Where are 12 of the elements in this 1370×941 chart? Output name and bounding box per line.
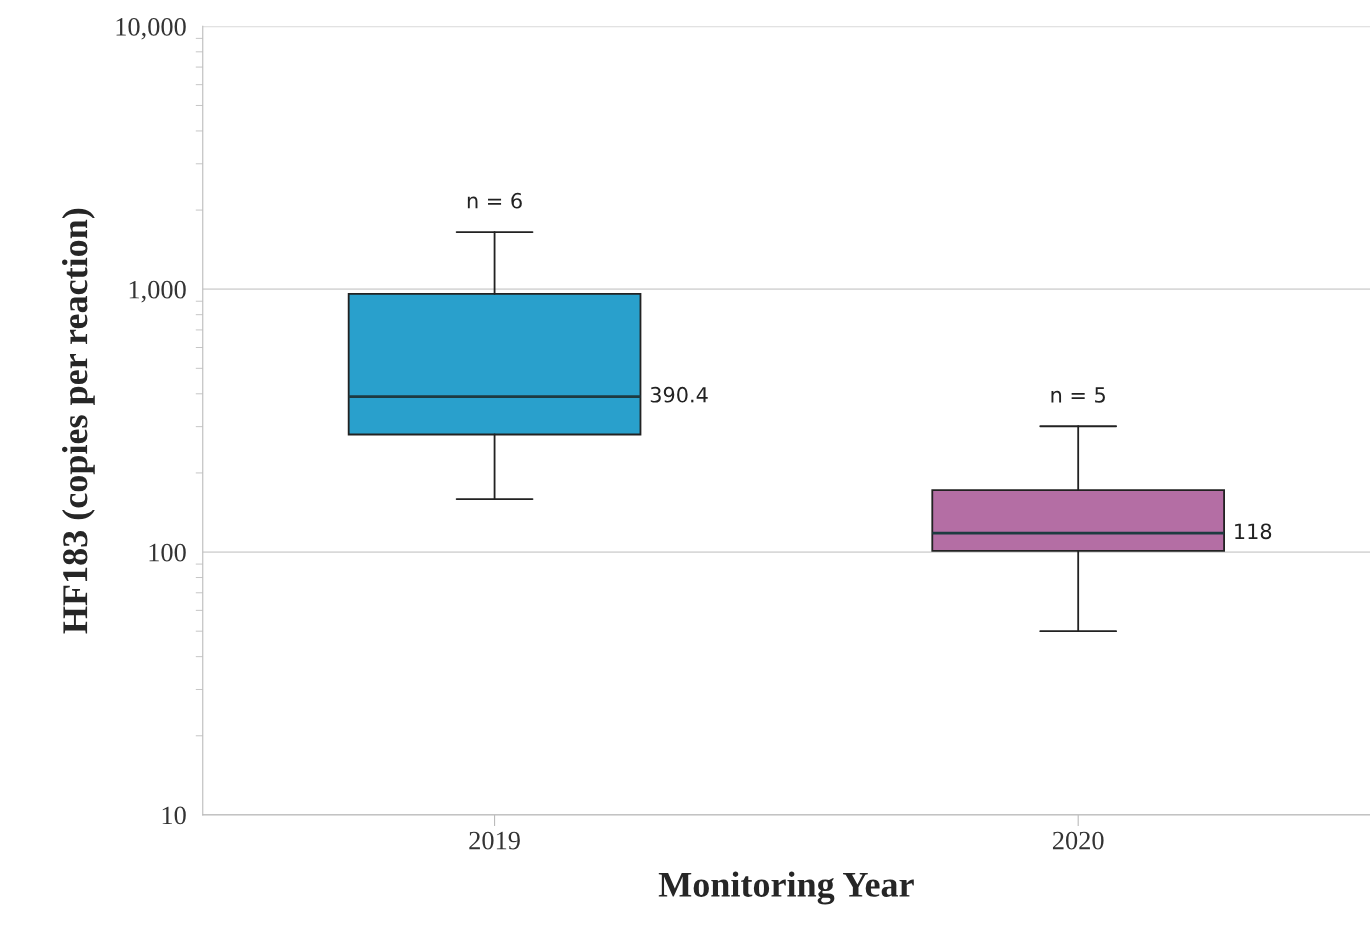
x-tick-label: 2020: [1052, 831, 1104, 850]
x-tick-label: 2019: [469, 831, 520, 850]
y-tick-label: 10: [162, 806, 186, 825]
y-tick-label: 100: [149, 543, 186, 562]
annotation: 118: [1235, 523, 1272, 540]
y-axis-title: HF183 (copies per reaction): [62, 208, 95, 634]
y-tick-label: 10,000: [116, 17, 186, 40]
x-axis-title: Monitoring Year: [658, 871, 914, 905]
annotation: n = 6: [467, 192, 522, 209]
annotation: n = 5: [1051, 387, 1105, 403]
y-tick-label: 1,000: [129, 280, 186, 303]
annotation: 390.4: [650, 386, 708, 403]
